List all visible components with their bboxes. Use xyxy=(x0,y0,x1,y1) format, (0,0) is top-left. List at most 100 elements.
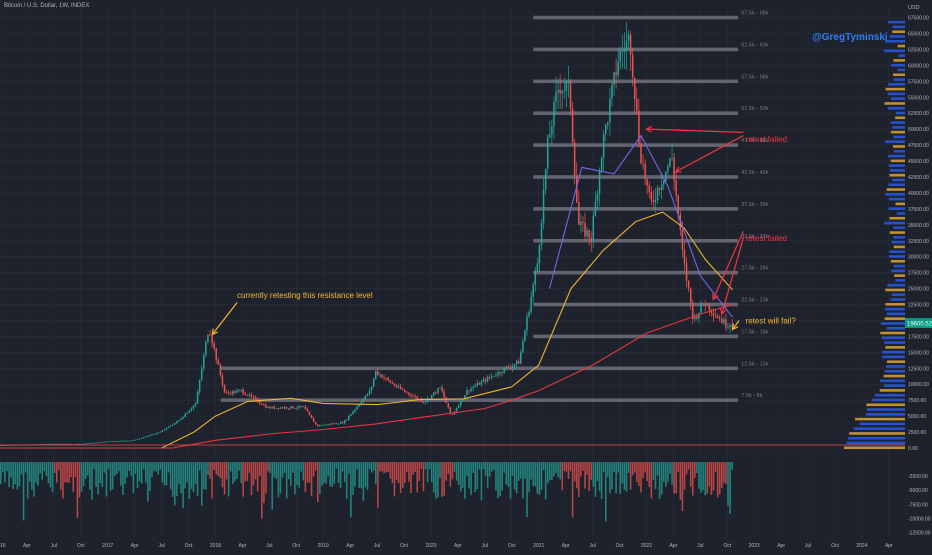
x-tick-label: Jul xyxy=(589,543,595,549)
candle-body xyxy=(509,367,512,369)
candle-body xyxy=(515,360,518,365)
volume-bar xyxy=(10,462,12,478)
candle-body xyxy=(298,406,300,408)
volume-bar xyxy=(385,462,387,473)
volume-profile-bar xyxy=(888,183,905,187)
volume-bar xyxy=(209,462,211,479)
volume-bar xyxy=(312,462,315,477)
candle-body xyxy=(499,372,501,374)
volume-bar xyxy=(404,462,406,484)
volume-bar xyxy=(362,462,365,501)
volume-bar xyxy=(6,462,8,472)
volume-bar xyxy=(412,462,414,476)
resistance-level xyxy=(533,175,739,179)
volume-bar xyxy=(35,462,37,483)
candle-body xyxy=(356,406,358,410)
candle-body xyxy=(147,436,149,437)
volume-bar xyxy=(116,462,118,475)
candle-body xyxy=(551,126,553,135)
candle-body xyxy=(677,195,679,215)
volume-bar xyxy=(538,462,541,495)
candle-body xyxy=(623,50,626,52)
candle-body xyxy=(352,411,354,415)
volume-bar xyxy=(375,462,377,485)
volume-bar xyxy=(31,462,33,490)
candle-body xyxy=(412,396,414,397)
volume-bar xyxy=(290,462,292,487)
volume-bar xyxy=(248,462,251,473)
volume-profile-bar xyxy=(895,202,905,206)
x-tick-label: Oct xyxy=(185,543,193,549)
volume-profile-bar xyxy=(893,245,905,249)
candle-body xyxy=(333,423,336,425)
volume-bar xyxy=(698,462,700,489)
volume-bar xyxy=(72,462,75,492)
volume-bar xyxy=(140,462,143,484)
candle-body xyxy=(118,441,120,442)
volume-bar xyxy=(580,462,582,477)
x-tick-label: Oct xyxy=(400,543,408,549)
volume-bar xyxy=(70,462,72,477)
volume-bar xyxy=(182,462,184,509)
volume-bar xyxy=(64,462,66,483)
volume-profile-bar xyxy=(883,49,905,53)
volume-bar xyxy=(679,462,682,500)
volume-bar xyxy=(43,462,46,472)
candle-body xyxy=(72,444,75,445)
candle-body xyxy=(609,98,611,123)
candle-body xyxy=(163,429,166,431)
volume-bar xyxy=(652,462,655,480)
candle-body xyxy=(687,280,690,289)
volume-profile-bar xyxy=(884,317,905,320)
volume-bar xyxy=(348,462,350,474)
resistance-level xyxy=(533,111,739,116)
volume-bar xyxy=(294,462,296,495)
candle-body xyxy=(153,434,155,436)
volume-bar xyxy=(325,462,327,484)
candle-body xyxy=(53,443,56,445)
y-tick-label: 27500.00 xyxy=(908,271,929,277)
candle-body xyxy=(252,396,255,398)
x-tick-label: 2017 xyxy=(102,543,113,549)
volume-bar xyxy=(582,462,584,471)
candle-body xyxy=(474,385,476,388)
volume-bar xyxy=(725,462,727,484)
candle-body xyxy=(435,392,437,394)
candle-body xyxy=(151,434,153,436)
candle-body xyxy=(636,99,638,111)
volume-bar xyxy=(358,462,360,488)
volume-bar xyxy=(377,462,379,508)
volume-profile-bar xyxy=(892,178,905,182)
volume-bar xyxy=(236,462,238,480)
candle-body xyxy=(132,440,135,441)
candle-body xyxy=(277,407,280,409)
candle-body xyxy=(377,370,379,375)
candle-body xyxy=(507,367,510,369)
x-axis-panel xyxy=(0,540,932,550)
volume-profile-bar xyxy=(891,97,905,100)
candle-body xyxy=(219,364,222,376)
candle-body xyxy=(665,171,667,181)
candle-body xyxy=(306,409,309,412)
candle-body xyxy=(314,421,317,425)
y-tick-label: 32500.00 xyxy=(908,239,929,245)
volume-bar xyxy=(66,462,68,483)
volume-bar xyxy=(341,462,344,472)
volume-profile-bar xyxy=(887,92,905,96)
volume-bar xyxy=(273,462,276,478)
volume-bar xyxy=(97,462,99,495)
candle-body xyxy=(331,423,333,425)
candle-body xyxy=(43,444,46,445)
volume-bar xyxy=(551,462,553,480)
candle-body xyxy=(385,377,387,379)
volume-bar xyxy=(631,462,634,476)
volume-bar xyxy=(445,462,448,481)
candle-body xyxy=(244,393,246,395)
candle-body xyxy=(488,377,491,378)
y-tick-label: 22500.00 xyxy=(908,303,929,309)
volume-bar xyxy=(607,462,609,478)
volume-bar xyxy=(136,462,139,489)
currency-label: USD xyxy=(908,5,920,11)
candle-body xyxy=(528,311,530,317)
